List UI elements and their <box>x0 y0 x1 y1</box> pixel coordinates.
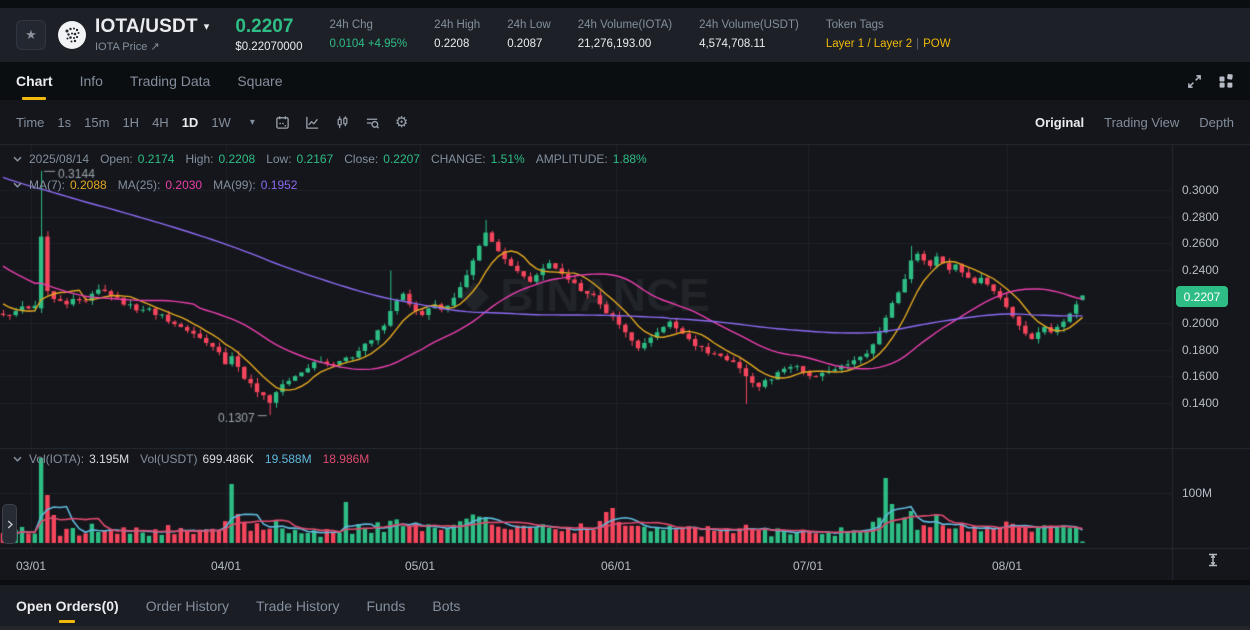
tab-square[interactable]: Square <box>237 73 283 89</box>
price-axis-tick: 0.1800 <box>1182 343 1219 357</box>
volume-readout: Vol(IOTA): 3.195M Vol(USDT) 699.486K 19.58… <box>13 452 380 466</box>
volume-axis-tick: 100M <box>1182 486 1213 500</box>
ohlc-low: 0.2167 <box>296 152 334 166</box>
price-axis-tick: 0.1400 <box>1182 396 1219 410</box>
calendar-icon[interactable] <box>275 115 290 130</box>
price-axis-tick: 0.2400 <box>1182 263 1219 277</box>
view-original[interactable]: Original <box>1035 114 1085 130</box>
interval-1h[interactable]: 1H <box>122 114 140 130</box>
symbol-subtitle[interactable]: IOTA Price ↗ <box>95 40 160 53</box>
price-axis-tick: 0.2000 <box>1182 316 1219 330</box>
ohlc-close: 0.2207 <box>383 152 420 166</box>
tab-trading-data[interactable]: Trading Data <box>129 73 211 89</box>
ohlc-high: 0.2208 <box>218 152 256 166</box>
interval-time[interactable]: Time <box>16 114 45 130</box>
ma-readout: MA(7): 0.2088 MA(25): 0.2030 MA(99): 0.1952 <box>13 178 308 192</box>
main-tabs: Chart Info Trading Data Square <box>0 62 1250 100</box>
ohlc-change: 1.51% <box>490 152 525 166</box>
ohlc-readout: 2025/08/14 Open: 0.2174 High: 0.2208 Low: 0… <box>13 152 658 166</box>
interval-15m[interactable]: 15m <box>84 114 110 130</box>
view-depth[interactable]: Depth <box>1199 114 1234 130</box>
tab-bots[interactable]: Bots <box>432 597 461 614</box>
chart-panel: Time 1s 15m 1H 4H 1D 1W ▾ <box>0 100 1250 580</box>
stat-24h-chg: 24h Chg 0.0104 +4.95% <box>329 18 408 50</box>
symbol-dropdown-icon[interactable]: ▾ <box>203 21 210 34</box>
interval-4h[interactable]: 4H <box>152 114 169 130</box>
stat-24h-volume-iota: 24h Volume(IOTA) 21,276,193.00 <box>577 18 673 50</box>
interval-1w[interactable]: 1W <box>211 114 231 130</box>
vol-iota-value: 3.195M <box>89 452 130 466</box>
price-axis-tick: 0.3000 <box>1182 183 1219 197</box>
orders-tabs: Open Orders(0) Order History Trade Histo… <box>0 585 1250 626</box>
time-axis-label: 06/01 <box>600 559 632 573</box>
indicators-icon[interactable] <box>365 115 380 130</box>
time-axis-label: 05/01 <box>404 559 436 573</box>
time-axis-label: 08/01 <box>991 559 1023 573</box>
vol-usdt-value: 699.486K <box>202 452 254 466</box>
stat-24h-low: 24h Low 0.2087 <box>507 18 551 50</box>
time-axis-label: 04/01 <box>210 559 242 573</box>
collapse-ohlc-icon[interactable] <box>13 156 22 162</box>
tab-trade-history[interactable]: Trade History <box>255 597 340 614</box>
chart-settings-gear-icon[interactable]: ⚙ <box>394 113 409 131</box>
price-usd: $0.22070000 <box>235 40 303 53</box>
layout-grid-icon[interactable] <box>1218 73 1234 89</box>
tab-chart[interactable]: Chart <box>16 62 53 100</box>
price-scale-adjust-icon[interactable] <box>1205 552 1221 573</box>
panel-edge-divider <box>0 626 1250 630</box>
favorite-button[interactable]: ★ <box>16 20 46 50</box>
price-axis-tick: 0.2800 <box>1182 210 1219 224</box>
price-block: 0.2207 $0.22070000 <box>235 16 302 54</box>
last-price-badge: 0.2207 <box>1176 286 1228 307</box>
time-axis-label: 03/01 <box>15 559 47 573</box>
symbol-block: IOTA/USDT ▾ IOTA Price ↗ <box>95 16 210 53</box>
price-axis-tick: 0.1600 <box>1182 369 1219 383</box>
chart-toolbar: Time 1s 15m 1H 4H 1D 1W ▾ <box>0 100 1250 144</box>
market-header: ★ IOTA/USDT ▾ IOTA Price ↗ 0.2207 $0.220… <box>0 8 1250 62</box>
pane-expand-handle[interactable] <box>2 504 17 544</box>
line-chart-icon[interactable] <box>305 115 320 130</box>
symbol-name: IOTA/USDT <box>95 16 198 37</box>
iota-logo-icon <box>58 21 86 49</box>
candlestick-style-icon[interactable] <box>335 115 350 130</box>
ma7-value: 0.2088 <box>70 178 107 192</box>
star-icon: ★ <box>25 27 37 42</box>
candlestick-chart-canvas[interactable] <box>0 100 1250 580</box>
interval-1d[interactable]: 1D <box>181 114 199 130</box>
token-tag-pow[interactable]: POW <box>923 38 951 50</box>
view-tradingview[interactable]: Trading View <box>1104 114 1180 130</box>
stat-24h-volume-usdt: 24h Volume(USDT) 4,574,708.11 <box>699 18 799 50</box>
price-axis-tick: 0.2600 <box>1182 236 1219 250</box>
collapse-volume-icon[interactable] <box>13 456 22 462</box>
last-price: 0.2207 <box>235 15 294 37</box>
fullscreen-icon[interactable] <box>1187 74 1202 89</box>
mavol-slow-value: 18.986M <box>322 452 370 466</box>
time-axis-label: 07/01 <box>792 559 824 573</box>
tab-open-orders[interactable]: Open Orders(0) <box>16 585 119 626</box>
token-tags: Token Tags Layer 1 / Layer 2 | POW <box>825 18 951 50</box>
mavol-fast-value: 19.588M <box>264 452 312 466</box>
ohlc-date: 2025/08/14 <box>29 152 90 166</box>
tab-order-history[interactable]: Order History <box>145 597 229 614</box>
collapse-ma-icon[interactable] <box>13 182 22 188</box>
stat-24h-high: 24h High 0.2208 <box>434 18 481 50</box>
tab-funds[interactable]: Funds <box>366 597 406 614</box>
ohlc-amplitude: 1.88% <box>612 152 647 166</box>
token-tag-layer[interactable]: Layer 1 / Layer 2 <box>825 38 913 50</box>
ma99-value: 0.1952 <box>260 178 298 192</box>
ma25-value: 0.2030 <box>165 178 203 192</box>
tab-info[interactable]: Info <box>79 73 103 89</box>
interval-1s[interactable]: 1s <box>57 114 72 130</box>
interval-dropdown-icon[interactable]: ▾ <box>249 116 255 128</box>
ohlc-open: 0.2174 <box>137 152 175 166</box>
